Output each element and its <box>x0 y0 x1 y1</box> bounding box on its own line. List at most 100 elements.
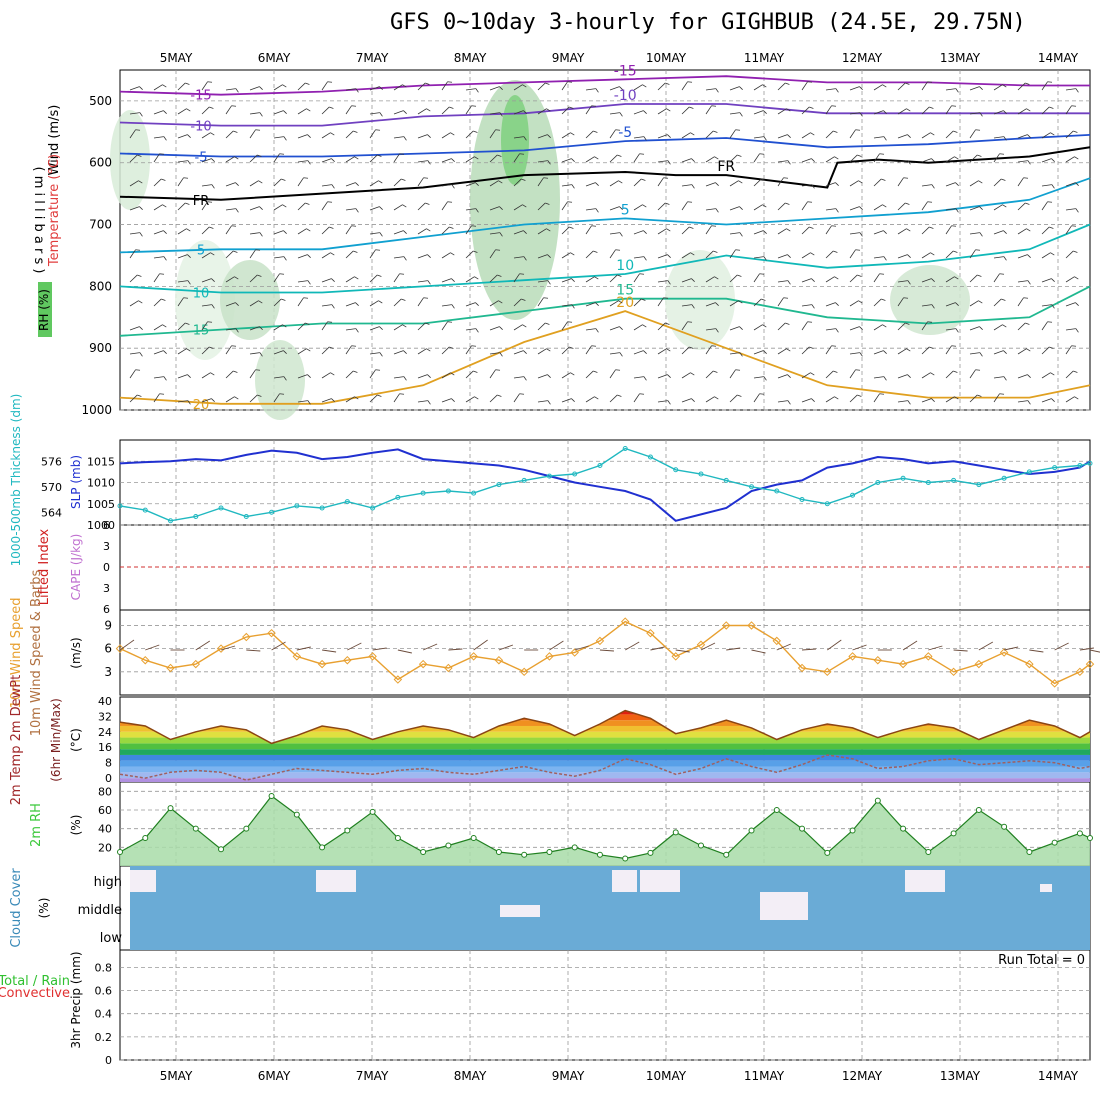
upper-wind-barb-flag <box>711 105 717 107</box>
upper-wind-barb <box>705 370 718 379</box>
upper-wind-barb-flag <box>183 297 189 299</box>
upper-wind-barb-shaft <box>969 369 976 379</box>
upper-wind-barb-shaft <box>921 252 931 259</box>
upper-wind-barb-flag <box>282 84 287 88</box>
upper-wind-barb <box>729 154 742 163</box>
upper-wind-barb-shaft <box>921 132 931 139</box>
upper-wind-barb <box>561 372 575 379</box>
upper-wind-barb-shaft <box>201 226 210 235</box>
thickness-point-28 <box>824 501 830 507</box>
upper-wind-barb-flag <box>857 394 862 397</box>
upper-wind-barb-shaft <box>729 232 740 235</box>
upper-wind-barb-flag <box>475 302 479 306</box>
upper-wind-barb <box>849 180 863 187</box>
upper-wind-barb <box>417 134 431 139</box>
upper-wind-barb-flag <box>785 202 790 205</box>
upper-wind-barb-flag <box>1023 297 1029 299</box>
upper-wind-barb <box>513 324 527 331</box>
upper-wind-barb-flag <box>235 88 239 93</box>
upper-wind-barb-shaft <box>249 112 260 115</box>
upper-wind-barb <box>201 184 215 189</box>
upper-wind-barb <box>729 394 742 403</box>
upper-wind-barb-flag <box>835 182 839 186</box>
upper-wind-barb <box>801 278 815 283</box>
upper-wind-barb-shaft <box>609 394 618 403</box>
upper-wind-barb <box>417 254 431 259</box>
upper-wind-barb-shaft <box>825 156 835 163</box>
upper-wind-barb-flag <box>282 204 287 208</box>
upper-wind-barb-flag <box>882 84 887 88</box>
upper-wind-barb <box>273 350 287 355</box>
upper-wind-barb <box>561 226 574 235</box>
date-label-bottom-0: 5MAY <box>160 1069 193 1083</box>
upper-wind-barb-flag <box>593 250 598 253</box>
upper-wind-barb-shaft <box>465 182 476 187</box>
upper-wind-barb-flag <box>499 86 503 90</box>
upper-wind-barb-shaft <box>657 400 668 403</box>
upper-wind-barb-shaft <box>489 129 496 139</box>
upper-wind-barb-shaft <box>681 398 692 403</box>
upper-wind-barb <box>609 274 622 283</box>
upper-wind-barb <box>705 182 719 187</box>
upper-wind-barb-flag <box>954 156 959 160</box>
upper-wind-barb <box>657 400 671 405</box>
upper-wind-barb-shaft <box>249 154 258 163</box>
upper-wind-barb-flag <box>807 81 813 83</box>
upper-wind-barb <box>273 110 287 115</box>
chart-title: GFS 0~10day 3-hourly for GIGHBUB (24.5E,… <box>390 10 1026 35</box>
upper-wind-barb <box>129 369 141 379</box>
upper-wind-barb-shaft <box>921 106 930 115</box>
rh-tick-40: 40 <box>98 823 112 836</box>
upper-wind-barb-shaft <box>873 178 882 187</box>
upper-wind-barb <box>201 372 215 379</box>
upper-wind-barb-shaft <box>633 136 644 139</box>
upper-wind-barb-flag <box>594 156 599 160</box>
upper-wind-barb <box>801 252 815 259</box>
wind-speed-point-24 <box>722 621 731 630</box>
upper-wind-barb-flag <box>210 252 215 256</box>
upper-wind-barb <box>657 177 669 187</box>
upper-wind-barb-flag <box>1049 346 1054 349</box>
upper-wind-barb <box>321 201 333 211</box>
isotherm-5 <box>119 223 1091 294</box>
thickness-point-10 <box>370 505 376 511</box>
upper-wind-barb-flag <box>257 154 262 157</box>
upper-wind-barb <box>513 84 527 91</box>
upper-wind-barb-flag <box>473 370 478 373</box>
upper-wind-barb <box>681 106 694 115</box>
upper-wind-barb-shaft <box>561 398 572 403</box>
upper-wind-barb <box>417 297 429 307</box>
upper-wind-barb <box>393 273 405 283</box>
upper-wind-barb-flag <box>403 350 407 354</box>
upper-wind-barb <box>177 348 191 355</box>
upper-wind-barb <box>1065 276 1079 283</box>
upper-wind-barb-shaft <box>369 232 380 235</box>
upper-wind-barb <box>537 160 551 165</box>
upper-wind-barb-shaft <box>273 376 284 379</box>
upper-wind-barb-flag <box>690 372 695 376</box>
upper-wind-barb-flag <box>811 304 815 309</box>
upper-wind-barb <box>897 177 909 187</box>
wind-speed-point-25 <box>747 621 756 630</box>
upper-wind-barb <box>417 280 431 285</box>
date-label-top-8: 13MAY <box>940 51 981 65</box>
dewpt-line <box>119 754 1091 781</box>
upper-wind-barb-flag <box>402 324 407 328</box>
upper-wind-barb <box>1065 88 1079 93</box>
upper-wind-barb <box>897 400 911 405</box>
upper-wind-barb-shaft <box>873 273 880 283</box>
upper-wind-barb <box>393 350 407 355</box>
upper-wind-barb <box>537 374 551 379</box>
upper-wind-barb-shaft <box>657 297 664 307</box>
upper-wind-barb <box>177 297 189 307</box>
upper-wind-barb <box>321 372 335 379</box>
upper-wind-barb-shaft <box>369 154 378 163</box>
upper-wind-barb-flag <box>619 232 623 237</box>
wind-speed-point-14 <box>469 652 478 661</box>
upper-wind-barb-shaft <box>657 202 666 211</box>
upper-wind-barb <box>585 105 597 115</box>
upper-wind-barb-flag <box>762 324 767 328</box>
upper-wind-barb <box>825 225 837 235</box>
upper-wind-barb-flag <box>211 158 215 162</box>
upper-wind-barb-flag <box>399 393 405 395</box>
